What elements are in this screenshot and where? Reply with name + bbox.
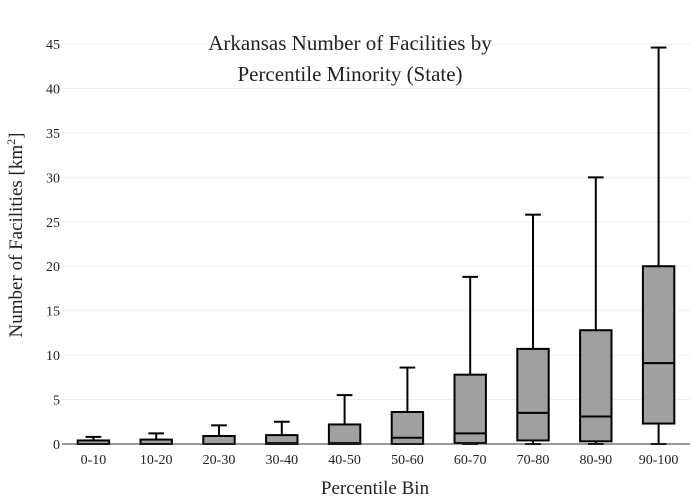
box-10-20 bbox=[139, 432, 173, 445]
x-tick-label: 10-20 bbox=[140, 453, 173, 468]
x-axis-title: Percentile Bin bbox=[321, 478, 430, 499]
x-tick-label: 0-10 bbox=[81, 453, 107, 468]
y-axis-ticks: 0 5 10 15 20 25 30 35 40 45 bbox=[46, 38, 60, 453]
y-tick-label: 30 bbox=[46, 171, 60, 186]
y-tick-label: 10 bbox=[46, 349, 60, 364]
box-60-70 bbox=[453, 275, 487, 445]
box-series bbox=[76, 46, 676, 446]
y-tick-label: 40 bbox=[46, 82, 60, 97]
y-tick-label: 20 bbox=[46, 260, 60, 275]
chart-title-line-1: Arkansas Number of Facilities by bbox=[208, 31, 492, 55]
x-tick-label: 20-30 bbox=[203, 453, 236, 468]
y-tick-label: 35 bbox=[46, 127, 60, 142]
x-tick-label: 70-80 bbox=[517, 453, 550, 468]
y-tick-label: 15 bbox=[46, 305, 60, 320]
y-axis-title-superscript: 2 bbox=[4, 139, 18, 145]
interquartile-box bbox=[390, 411, 425, 445]
x-tick-label: 60-70 bbox=[454, 453, 487, 468]
box-90-100 bbox=[641, 46, 676, 445]
box-70-80 bbox=[516, 213, 550, 445]
interquartile-box bbox=[641, 265, 676, 425]
y-tick-label: 25 bbox=[46, 216, 60, 231]
interquartile-box bbox=[579, 329, 613, 443]
interquartile-box bbox=[327, 423, 362, 446]
box-50-60 bbox=[390, 366, 425, 445]
chart-title-line-2: Percentile Minority (State) bbox=[237, 62, 462, 86]
y-tick-label: 45 bbox=[46, 38, 60, 53]
y-tick-label: 5 bbox=[53, 394, 60, 409]
x-tick-label: 50-60 bbox=[391, 453, 424, 468]
y-tick-label: 0 bbox=[53, 438, 60, 453]
box-20-30 bbox=[202, 424, 236, 445]
grid-lines bbox=[62, 43, 690, 401]
x-tick-label: 90-100 bbox=[639, 453, 679, 468]
box-30-40 bbox=[265, 420, 299, 446]
box-40-50 bbox=[327, 394, 362, 446]
box-80-90 bbox=[579, 176, 613, 445]
x-tick-label: 30-40 bbox=[265, 453, 298, 468]
box-0-10 bbox=[76, 435, 111, 446]
x-axis-ticks: 0-10 10-20 20-30 30-40 40-50 50-60 60-70 70-80 8… bbox=[81, 453, 679, 468]
x-tick-label: 40-50 bbox=[328, 453, 361, 468]
y-axis-title-main: Number of Facilities [km bbox=[6, 145, 27, 338]
interquartile-box bbox=[516, 347, 550, 442]
interquartile-box bbox=[453, 373, 487, 445]
interquartile-box bbox=[202, 435, 236, 445]
x-tick-label: 80-90 bbox=[579, 453, 612, 468]
y-axis-title-end: ] bbox=[6, 133, 27, 139]
y-axis-title: Number of Facilities [km2] bbox=[4, 133, 27, 338]
